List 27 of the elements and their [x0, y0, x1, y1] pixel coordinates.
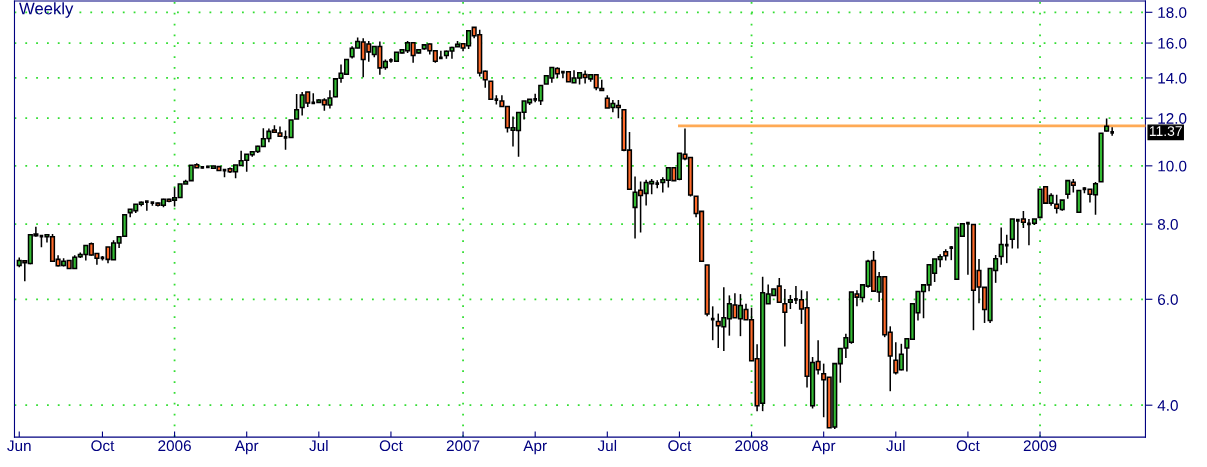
- x-tick-label: Oct: [668, 440, 692, 452]
- x-tick-label: Jul: [886, 439, 905, 452]
- x-tick-label: Jul: [309, 439, 328, 452]
- chart-title: Weekly: [19, 2, 74, 18]
- candlestick: [1076, 189, 1082, 214]
- y-tick-label: 18.0: [1158, 7, 1187, 18]
- x-tick-label: Jul: [597, 439, 617, 452]
- y-tick-label: 14.0: [1158, 72, 1187, 84]
- x-tick-label: Jun: [7, 440, 31, 452]
- y-tick-label: 4.0: [1157, 400, 1178, 411]
- x-tick-label: 2008: [735, 440, 768, 452]
- x-tick-label: Apr: [811, 440, 836, 455]
- x-tick-label: 2009: [1023, 440, 1057, 452]
- annotation: 11.37: [1149, 126, 1182, 137]
- x-tick-label: 2007: [446, 440, 480, 452]
- candlestick: [782, 288, 788, 348]
- y-tick-label: 12.0: [1158, 113, 1187, 124]
- x-tick-label: Oct: [91, 440, 115, 452]
- x-tick-label: Apr: [523, 440, 547, 455]
- y-tick-label: 6.0: [1158, 294, 1178, 305]
- x-tick-label: Apr: [234, 440, 259, 455]
- x-tick-label: Oct: [379, 440, 403, 452]
- y-tick-label: 16.0: [1158, 37, 1187, 49]
- x-tick-label: 2006: [158, 440, 191, 452]
- x-tick-label: Oct: [956, 440, 980, 452]
- y-tick-label: 10.0: [1158, 160, 1187, 172]
- y-tick-label: 8.0: [1157, 219, 1178, 230]
